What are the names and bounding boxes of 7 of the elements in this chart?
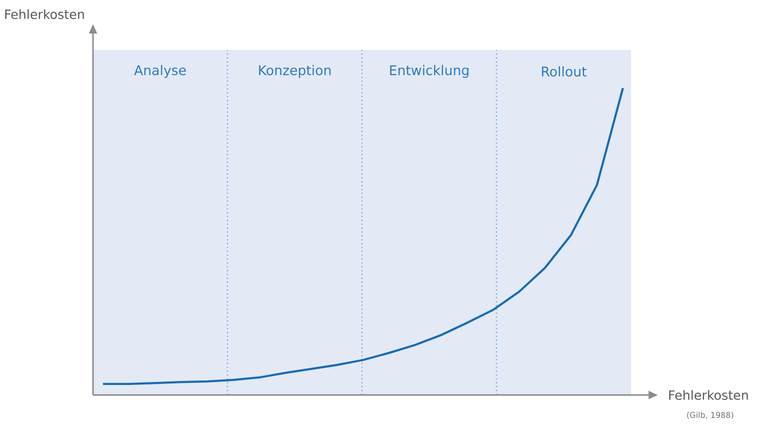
text: Entwicklung xyxy=(390,64,468,78)
text: Konzeption xyxy=(259,64,331,78)
text: Analyse xyxy=(134,64,186,78)
text: (Gilb, 1988) xyxy=(687,412,734,419)
text: Fehlerkosten xyxy=(5,9,84,20)
text: Rollout xyxy=(542,66,586,77)
x-axis-title: Fehlerkosten xyxy=(669,390,748,400)
